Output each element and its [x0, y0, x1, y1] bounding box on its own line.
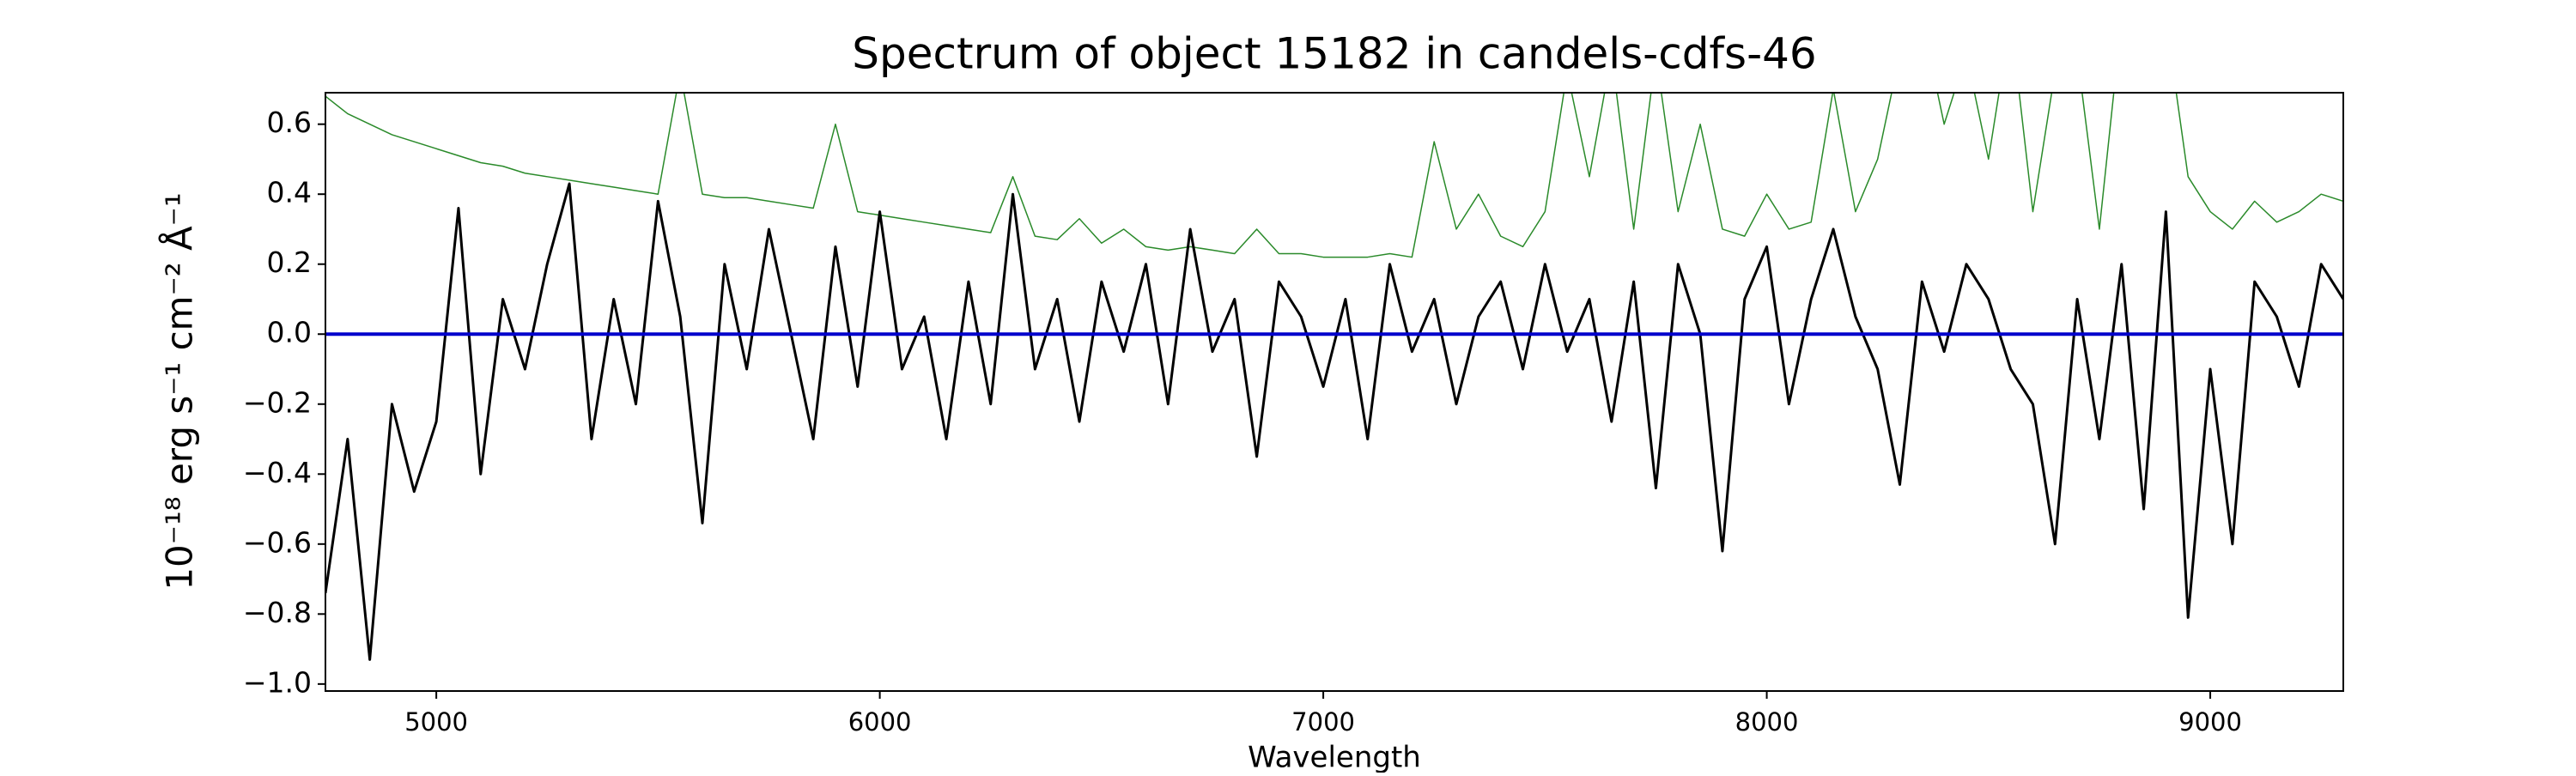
y-tick-label: −0.2 [243, 385, 312, 419]
y-tick-label: 0.0 [267, 316, 312, 349]
x-tick-label: 6000 [848, 707, 912, 737]
y-tick-label: −0.6 [243, 525, 312, 559]
x-tick-label: 5000 [404, 707, 468, 737]
plot-area [325, 93, 2343, 661]
spectrum-line [325, 182, 2343, 661]
x-tick-label: 9000 [2178, 707, 2242, 737]
y-tick-label: 0.2 [267, 246, 312, 279]
y-tick-label: −1.0 [243, 665, 312, 699]
x-tick-label: 8000 [1735, 707, 1799, 737]
chart-title: Spectrum of object 15182 in candels-cdfs… [852, 29, 1817, 79]
x-axis-label: Wavelength [1248, 741, 1421, 773]
y-tick-label: −0.8 [243, 596, 312, 629]
plot-frame [325, 92, 2344, 692]
y-tick-label: 0.6 [267, 106, 312, 139]
y-tick-label: −0.4 [243, 456, 312, 489]
y-axis-label: 10⁻¹⁸ erg s⁻¹ cm⁻² Å⁻¹ [158, 192, 201, 590]
x-tick-label: 7000 [1291, 707, 1355, 737]
spectrum-line [325, 93, 2343, 258]
y-tick-label: 0.4 [267, 176, 312, 209]
